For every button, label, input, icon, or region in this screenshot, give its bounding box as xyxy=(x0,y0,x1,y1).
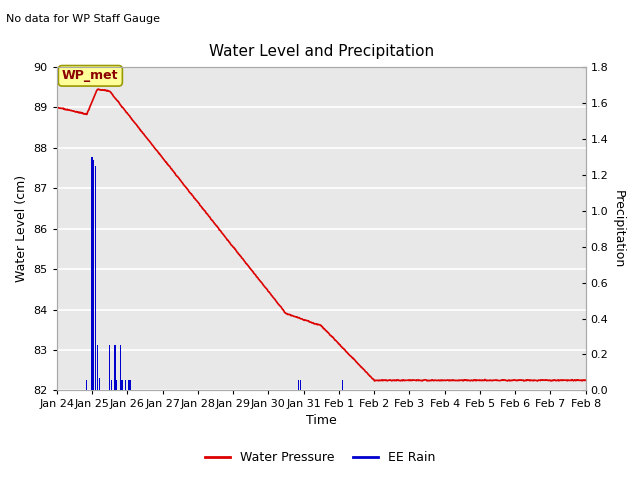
Bar xyxy=(298,380,299,390)
Bar xyxy=(120,346,121,390)
Y-axis label: Water Level (cm): Water Level (cm) xyxy=(15,175,28,282)
Bar xyxy=(109,346,110,390)
Bar xyxy=(116,380,117,390)
Title: Water Level and Precipitation: Water Level and Precipitation xyxy=(209,44,434,59)
Bar xyxy=(125,380,126,390)
Bar xyxy=(95,166,96,390)
Legend: Water Pressure, EE Rain: Water Pressure, EE Rain xyxy=(200,446,440,469)
Text: WP_met: WP_met xyxy=(62,69,118,82)
Text: No data for WP Staff Gauge: No data for WP Staff Gauge xyxy=(6,14,161,24)
Bar xyxy=(86,380,88,390)
Bar xyxy=(93,160,95,390)
Bar xyxy=(342,380,343,390)
Y-axis label: Precipitation: Precipitation xyxy=(612,190,625,268)
Bar xyxy=(99,378,100,390)
Bar xyxy=(97,346,98,390)
Bar xyxy=(129,380,130,390)
Bar xyxy=(300,380,301,390)
Bar xyxy=(115,346,116,390)
Bar xyxy=(122,380,123,390)
Bar xyxy=(111,380,112,390)
X-axis label: Time: Time xyxy=(306,414,337,427)
Bar xyxy=(92,157,93,390)
